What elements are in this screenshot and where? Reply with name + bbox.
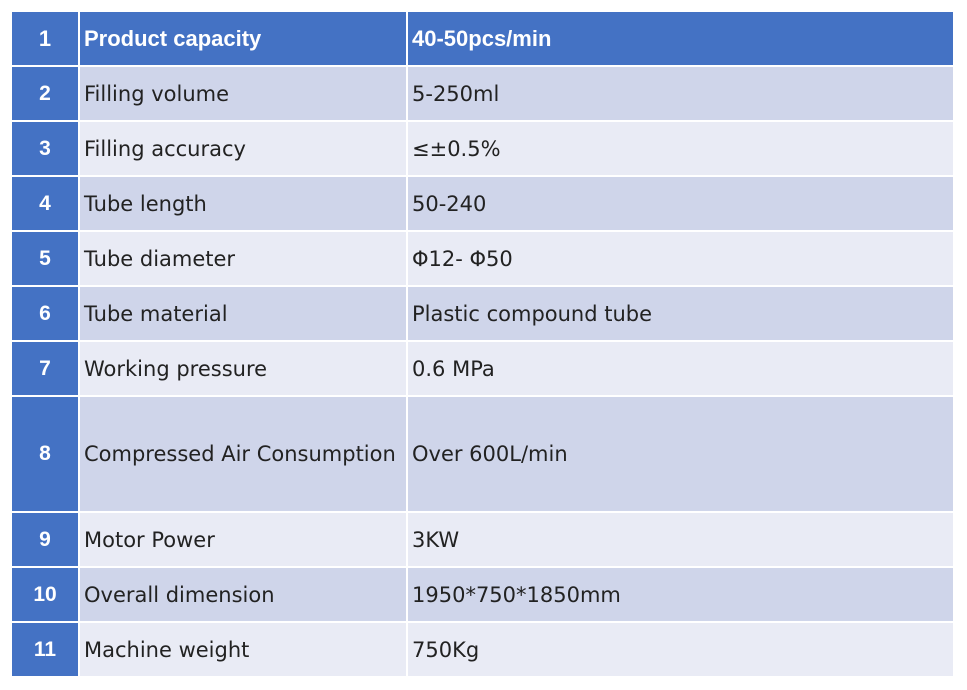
parameter-name: Overall dimension bbox=[78, 566, 408, 623]
parameter-name: Compressed Air Consumption bbox=[78, 395, 408, 513]
spec-table: 1 Product capacity 40-50pcs/min 2 Fillin… bbox=[10, 10, 955, 678]
row-number: 2 bbox=[10, 65, 80, 122]
row-number: 8 bbox=[10, 395, 80, 513]
parameter-value: 0.6 MPa bbox=[406, 340, 955, 397]
row-number: 6 bbox=[10, 285, 80, 342]
parameter-value: Plastic compound tube bbox=[406, 285, 955, 342]
parameter-name: Filling volume bbox=[78, 65, 408, 122]
table-row: 5 Tube diameter Φ12- Φ50 bbox=[10, 230, 955, 287]
parameter-name: Tube length bbox=[78, 175, 408, 232]
parameter-name: Tube material bbox=[78, 285, 408, 342]
parameter-value: ≤±0.5% bbox=[406, 120, 955, 177]
parameter-value: 750Kg bbox=[406, 621, 955, 678]
parameter-value: Φ12- Φ50 bbox=[406, 230, 955, 287]
row-number: 10 bbox=[10, 566, 80, 623]
row-number: 3 bbox=[10, 120, 80, 177]
table-row: 9 Motor Power 3KW bbox=[10, 511, 955, 568]
table-row: 4 Tube length 50-240 bbox=[10, 175, 955, 232]
parameter-name: Machine weight bbox=[78, 621, 408, 678]
parameter-name: Product capacity bbox=[78, 10, 408, 67]
table-row: 10 Overall dimension 1950*750*1850mm bbox=[10, 566, 955, 623]
parameter-name: Working pressure bbox=[78, 340, 408, 397]
parameter-value: 50-240 bbox=[406, 175, 955, 232]
row-number: 7 bbox=[10, 340, 80, 397]
row-number: 4 bbox=[10, 175, 80, 232]
row-number: 1 bbox=[10, 10, 80, 67]
table-row: 2 Filling volume 5-250ml bbox=[10, 65, 955, 122]
row-number: 11 bbox=[10, 621, 80, 678]
parameter-value: 40-50pcs/min bbox=[406, 10, 955, 67]
parameter-value: Over 600L/min bbox=[406, 395, 955, 513]
table-row: 11 Machine weight 750Kg bbox=[10, 621, 955, 678]
table-row: 7 Working pressure 0.6 MPa bbox=[10, 340, 955, 397]
row-number: 5 bbox=[10, 230, 80, 287]
table-row: 3 Filling accuracy ≤±0.5% bbox=[10, 120, 955, 177]
parameter-name: Motor Power bbox=[78, 511, 408, 568]
row-number: 9 bbox=[10, 511, 80, 568]
parameter-value: 5-250ml bbox=[406, 65, 955, 122]
parameter-value: 1950*750*1850mm bbox=[406, 566, 955, 623]
table-row: 1 Product capacity 40-50pcs/min bbox=[10, 10, 955, 67]
parameter-name: Tube diameter bbox=[78, 230, 408, 287]
parameter-name: Filling accuracy bbox=[78, 120, 408, 177]
parameter-value: 3KW bbox=[406, 511, 955, 568]
table-row: 8 Compressed Air Consumption Over 600L/m… bbox=[10, 395, 955, 513]
table-row: 6 Tube material Plastic compound tube bbox=[10, 285, 955, 342]
